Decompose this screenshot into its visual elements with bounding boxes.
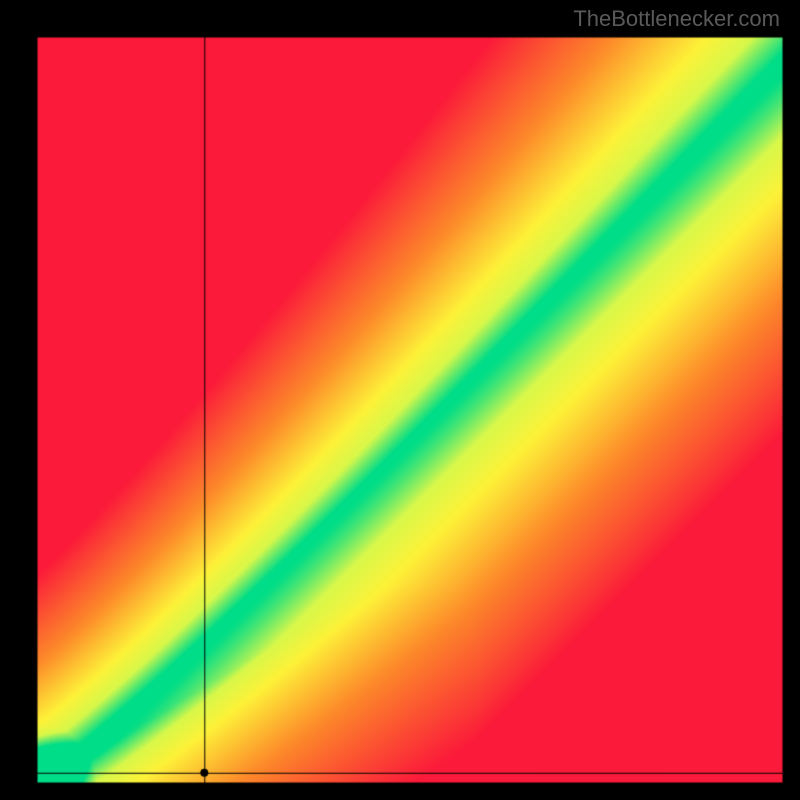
watermark-text: TheBottlenecker.com: [573, 6, 780, 32]
heatmap-canvas: [0, 0, 800, 800]
chart-container: TheBottlenecker.com: [0, 0, 800, 800]
